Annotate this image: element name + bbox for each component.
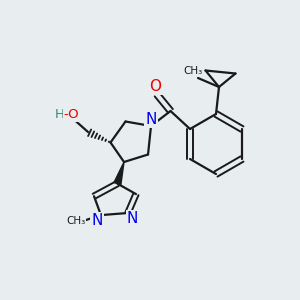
Text: N: N — [92, 213, 103, 228]
Text: N: N — [127, 211, 138, 226]
Text: CH₃: CH₃ — [66, 215, 85, 226]
Text: CH₃: CH₃ — [184, 66, 203, 76]
Text: H: H — [55, 108, 64, 121]
Text: O: O — [149, 79, 161, 94]
Polygon shape — [114, 162, 124, 185]
Text: -O: -O — [64, 108, 79, 121]
Text: N: N — [145, 112, 157, 127]
